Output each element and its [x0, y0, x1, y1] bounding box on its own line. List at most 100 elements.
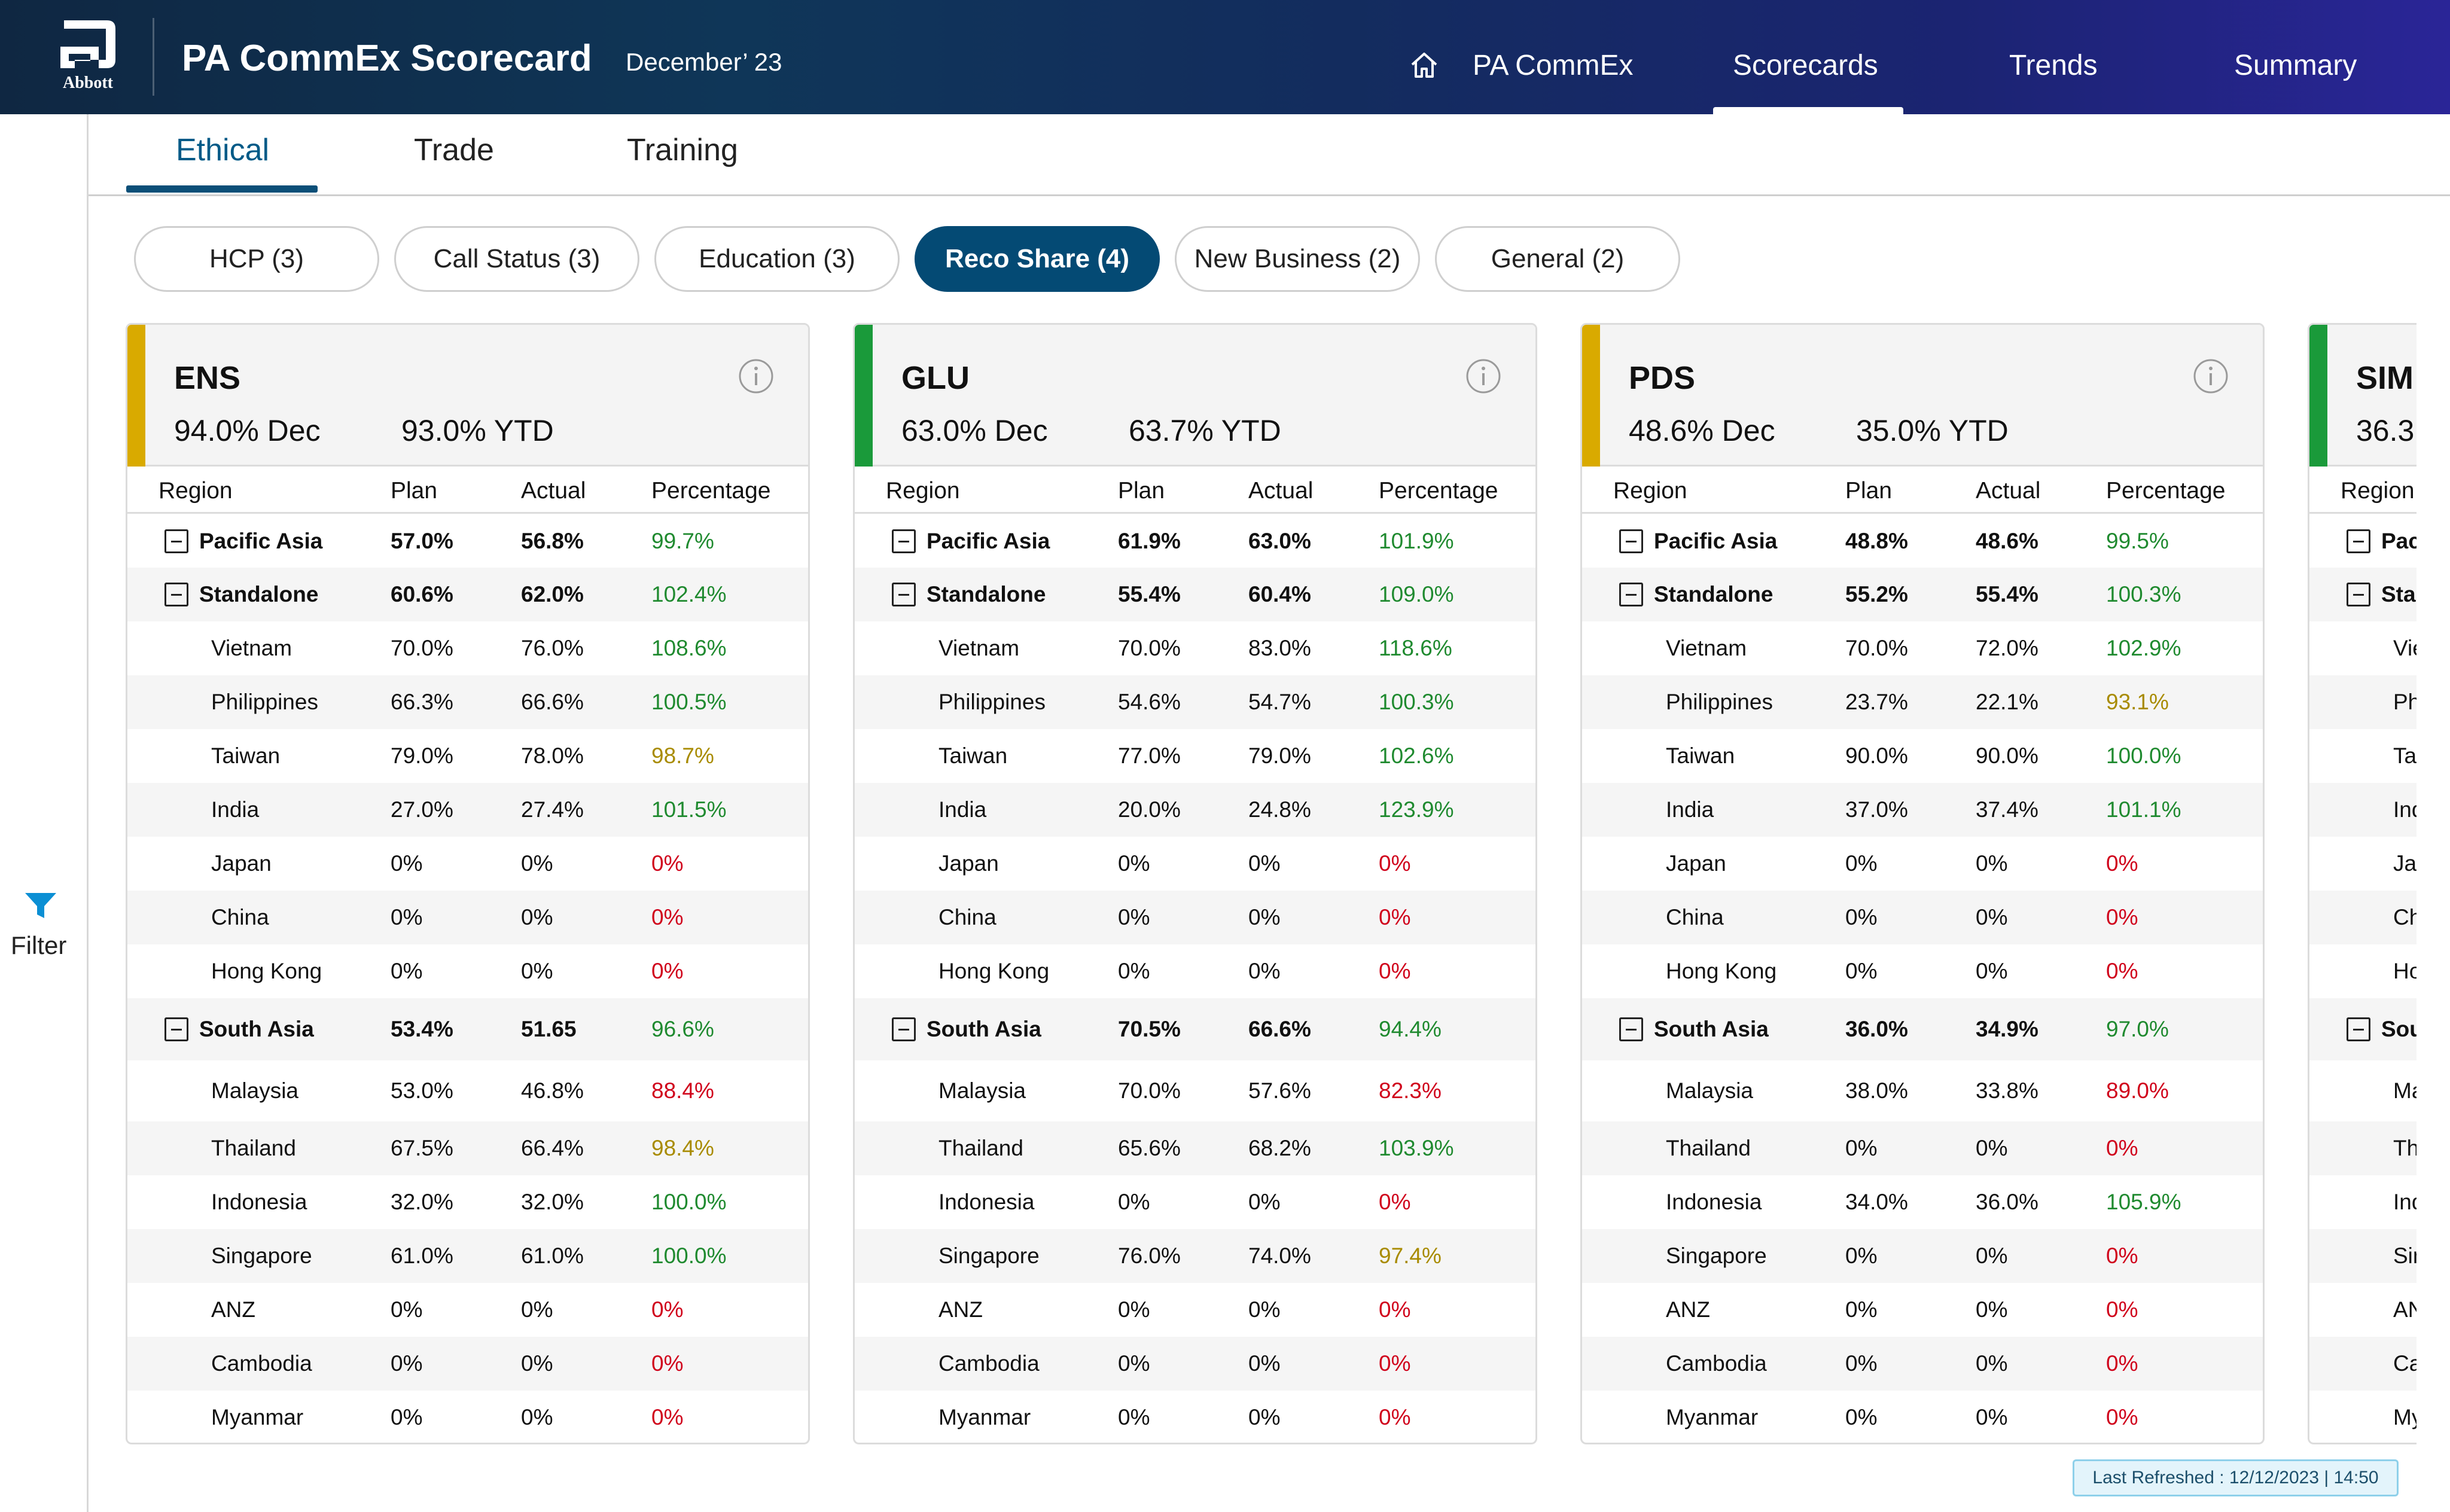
- info-icon[interactable]: [1465, 358, 1502, 395]
- plan-cell: 60.6%: [391, 582, 453, 606]
- table-row: Japan 0% 0% 0%: [127, 837, 808, 891]
- actual-cell: 0%: [1976, 1136, 2008, 1160]
- pill-reco-share[interactable]: Reco Share (4): [915, 226, 1160, 292]
- table-row[interactable]: Sta: [2309, 568, 2417, 621]
- plan-cell: 27.0%: [391, 797, 453, 822]
- nav-pa-commex[interactable]: PA CommEx: [1473, 50, 1634, 81]
- tab-training[interactable]: Training: [627, 133, 738, 167]
- tab-ethical[interactable]: Ethical: [176, 133, 270, 167]
- plan-cell: 0%: [1845, 905, 1878, 929]
- table-row: Ind: [2309, 1175, 2417, 1229]
- table-row: Cambodia 0% 0% 0%: [127, 1337, 808, 1391]
- collapse-icon[interactable]: [2347, 1017, 2370, 1041]
- table-body: Pac Sta Vie Phi Taiv Ind Jap Chi Hor Sou Ma Tha Ind S…: [2309, 515, 2417, 1443]
- region-cell: Indonesia: [211, 1190, 307, 1214]
- table-row[interactable]: Standalone 55.2% 55.4% 100.3%: [1582, 568, 2263, 621]
- collapse-icon[interactable]: [892, 583, 916, 606]
- table-row[interactable]: South Asia 36.0% 34.9% 97.0%: [1582, 998, 2263, 1060]
- home-icon[interactable]: [1409, 50, 1439, 80]
- column-header-region[interactable]: Region: [1613, 478, 1687, 504]
- column-header-actual[interactable]: Actual: [521, 478, 586, 504]
- table-row[interactable]: South Asia 53.4% 51.65 96.6%: [127, 998, 808, 1060]
- pill-new-business[interactable]: New Business (2): [1175, 226, 1420, 292]
- column-header-percentage[interactable]: Percentage: [2106, 478, 2226, 504]
- plan-cell: 36.0%: [1845, 1017, 1908, 1041]
- region-cell: China: [211, 905, 269, 929]
- actual-cell: 74.0%: [1248, 1243, 1311, 1268]
- nav-scorecards[interactable]: Scorecards: [1733, 50, 1878, 81]
- column-header-actual[interactable]: Actual: [1248, 478, 1314, 504]
- plan-cell: 0%: [1118, 959, 1150, 983]
- column-header-region[interactable]: Region: [886, 478, 960, 504]
- table-row[interactable]: Pacific Asia 61.9% 63.0% 101.9%: [855, 515, 1535, 568]
- collapse-icon[interactable]: [1619, 583, 1643, 606]
- table-row: Philippines 54.6% 54.7% 100.3%: [855, 675, 1535, 729]
- pill-hcp[interactable]: HCP (3): [134, 226, 379, 292]
- table-row[interactable]: Sou: [2309, 998, 2417, 1060]
- collapse-icon[interactable]: [1619, 1017, 1643, 1041]
- table-row: My: [2309, 1391, 2417, 1443]
- region-cell: ANZ: [211, 1297, 255, 1322]
- collapse-icon[interactable]: [164, 529, 188, 553]
- table-header-row: Region Plan Actual Percentage: [1582, 468, 2263, 514]
- collapse-icon[interactable]: [1619, 529, 1643, 553]
- region-cell: Vie: [2393, 636, 2417, 660]
- card-header: GLU 63.0% Dec 63.7% YTD: [855, 325, 1535, 467]
- percentage-cell: 0%: [2106, 1136, 2138, 1160]
- region-cell: Phi: [2393, 690, 2417, 714]
- abbott-logo-mark: [60, 20, 115, 68]
- table-row[interactable]: South Asia 70.5% 66.6% 94.4%: [855, 998, 1535, 1060]
- column-header-actual[interactable]: Actual: [1976, 478, 2041, 504]
- collapse-icon[interactable]: [164, 1017, 188, 1041]
- info-icon[interactable]: [2192, 358, 2229, 395]
- region-cell: Taiwan: [1666, 743, 1735, 768]
- nav-trends[interactable]: Trends: [2009, 50, 2098, 81]
- actual-cell: 37.4%: [1976, 797, 2038, 822]
- collapse-icon[interactable]: [2347, 583, 2370, 606]
- column-header-region[interactable]: Region: [2341, 478, 2415, 504]
- tab-trade[interactable]: Trade: [414, 133, 494, 167]
- percentage-cell: 0%: [2106, 1243, 2138, 1268]
- actual-cell: 0%: [521, 1297, 553, 1322]
- column-header-plan[interactable]: Plan: [1845, 478, 1893, 504]
- actual-cell: 32.0%: [521, 1190, 584, 1214]
- info-icon[interactable]: [738, 358, 775, 395]
- actual-cell: 0%: [1248, 905, 1281, 929]
- filter-icon[interactable]: [24, 892, 57, 920]
- collapse-icon[interactable]: [164, 583, 188, 606]
- region-cell: Hong Kong: [211, 959, 322, 983]
- collapse-icon[interactable]: [892, 529, 916, 553]
- region-cell: Malaysia: [1666, 1078, 1753, 1103]
- table-row[interactable]: Standalone 55.4% 60.4% 109.0%: [855, 568, 1535, 621]
- percentage-cell: 0%: [2106, 1297, 2138, 1322]
- column-header-plan[interactable]: Plan: [391, 478, 438, 504]
- actual-cell: 46.8%: [521, 1078, 584, 1103]
- table-row[interactable]: Pacific Asia 57.0% 56.8% 99.7%: [127, 515, 808, 568]
- pill-call-status[interactable]: Call Status (3): [394, 226, 639, 292]
- table-row[interactable]: Pacific Asia 48.8% 48.6% 99.5%: [1582, 515, 2263, 568]
- column-header-percentage[interactable]: Percentage: [651, 478, 771, 504]
- card-product-name: ENS: [174, 360, 241, 396]
- table-row: ANZ 0% 0% 0%: [127, 1283, 808, 1337]
- actual-cell: 66.6%: [1248, 1017, 1311, 1041]
- region-cell: Vietnam: [1666, 636, 1747, 660]
- collapse-icon[interactable]: [892, 1017, 916, 1041]
- percentage-cell: 0%: [1379, 1405, 1411, 1429]
- table-row[interactable]: Pac: [2309, 515, 2417, 568]
- nav-summary[interactable]: Summary: [2234, 50, 2357, 81]
- report-period: December’ 23: [626, 48, 782, 76]
- card-dec-value: 36.3: [2356, 414, 2415, 447]
- region-cell: Thailand: [1666, 1136, 1751, 1160]
- plan-cell: 0%: [1118, 1190, 1150, 1214]
- collapse-icon[interactable]: [2347, 529, 2370, 553]
- pill-general[interactable]: General (2): [1435, 226, 1680, 292]
- column-header-region[interactable]: Region: [159, 478, 233, 504]
- pill-education[interactable]: Education (3): [654, 226, 900, 292]
- region-cell: ANZ: [938, 1297, 983, 1322]
- table-row[interactable]: Standalone 60.6% 62.0% 102.4%: [127, 568, 808, 621]
- filter-button-label[interactable]: Filter: [11, 931, 67, 959]
- column-header-plan[interactable]: Plan: [1118, 478, 1165, 504]
- plan-cell: 0%: [391, 1351, 423, 1376]
- column-header-percentage[interactable]: Percentage: [1379, 478, 1498, 504]
- actual-cell: 0%: [1248, 1190, 1281, 1214]
